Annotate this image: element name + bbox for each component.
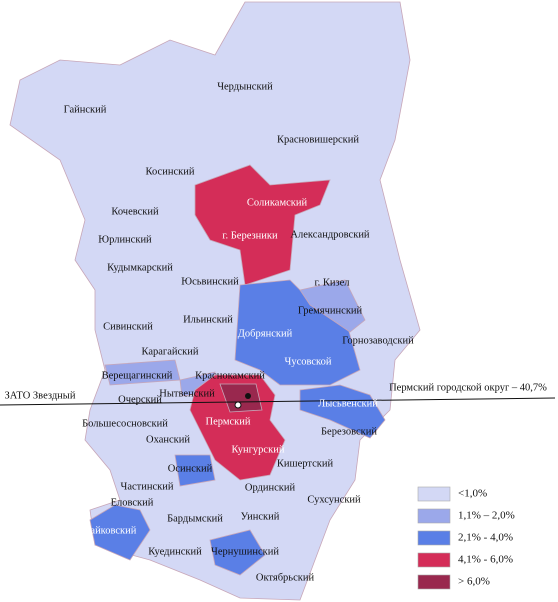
region-label: Еловский	[111, 497, 154, 508]
region-area	[89, 504, 151, 561]
region-label: Гайнский	[64, 104, 107, 115]
region-label: Уинский	[241, 511, 280, 522]
legend-label: 1,1% – 2,0%	[458, 510, 515, 522]
legend-swatch	[417, 486, 451, 502]
region-label: Сивинский	[103, 321, 153, 332]
region-area	[174, 454, 216, 487]
region-label: Косинский	[146, 166, 195, 177]
legend-swatch	[417, 508, 451, 524]
region-area	[299, 279, 366, 333]
legend-swatch	[417, 574, 451, 590]
region-label: Осинский	[168, 463, 213, 474]
region-label: Ординский	[245, 482, 296, 493]
areas	[9, 1, 421, 601]
region-label: г. Березники	[222, 230, 278, 241]
legend-label: 2,1% - 4,0%	[458, 532, 513, 544]
legend-label: > 6,0%	[458, 576, 490, 588]
region-label: Соликамский	[247, 197, 308, 208]
region-label: ЗАТО Звездный	[5, 390, 76, 401]
region-label: г. Кизел	[314, 277, 349, 288]
legend: <1,0% 1,1% – 2,0% 2,1% - 4,0% 4,1% - 6,0% > …	[417, 486, 515, 590]
region-label: Добрянский	[238, 328, 293, 339]
region-label: Юрлинский	[98, 234, 152, 245]
region-label: Березовский	[321, 426, 377, 437]
region-label: Кишертский	[277, 458, 334, 469]
region-label: Ильинский	[183, 314, 233, 325]
region-label: Оханский	[146, 434, 190, 445]
legend-label: <1,0%	[458, 488, 487, 500]
region-label: Нытвенский	[159, 388, 215, 399]
region-label: Пермский городской округ – 40,7%	[389, 382, 547, 393]
region-label: Чайковский	[84, 525, 137, 536]
region-area	[219, 383, 263, 413]
region-area	[194, 164, 331, 286]
region-area	[209, 529, 266, 576]
region-area	[9, 1, 421, 601]
region-label: Пермский	[206, 416, 251, 427]
region-label: Гремячинский	[298, 305, 363, 316]
region-label: Александровский	[290, 229, 370, 240]
region-label: Очерский	[118, 394, 162, 405]
region-label: Красновишерский	[277, 134, 359, 145]
region-label: Карагайский	[141, 346, 198, 357]
legend-swatch	[417, 552, 451, 568]
region-label: Октябрьский	[256, 572, 315, 583]
region-label: Большесосновский	[82, 418, 168, 429]
pointer-line	[0, 397, 556, 406]
city-dot	[234, 401, 242, 409]
region-area	[299, 384, 386, 439]
labels: Чердынский Гайнский Красновишерский Коси…	[5, 81, 548, 583]
region-label: Горнозаводский	[342, 335, 414, 346]
region-label: Куединский	[148, 546, 202, 557]
region-label: Кудымкарский	[107, 262, 173, 273]
region-label: Чердынский	[217, 81, 273, 92]
region-label: Частинский	[121, 481, 174, 492]
legend-swatch	[417, 530, 451, 546]
region-label: Кунгурский	[232, 444, 285, 455]
region-label: Верещагинский	[102, 370, 173, 381]
region-label: Кочевский	[111, 206, 159, 217]
region-label: Краснокамский	[195, 370, 265, 381]
legend-label: 4,1% - 6,0%	[458, 554, 513, 566]
city-dot	[245, 393, 251, 399]
region-label: Чернушинский	[211, 546, 279, 557]
region-label: Чусовской	[285, 356, 332, 367]
region-label: Лысьвенский	[318, 398, 378, 409]
region-label: Бардымский	[167, 513, 223, 524]
region-label: Юсьвинский	[181, 276, 239, 287]
region-label: Сухсунский	[307, 494, 361, 505]
